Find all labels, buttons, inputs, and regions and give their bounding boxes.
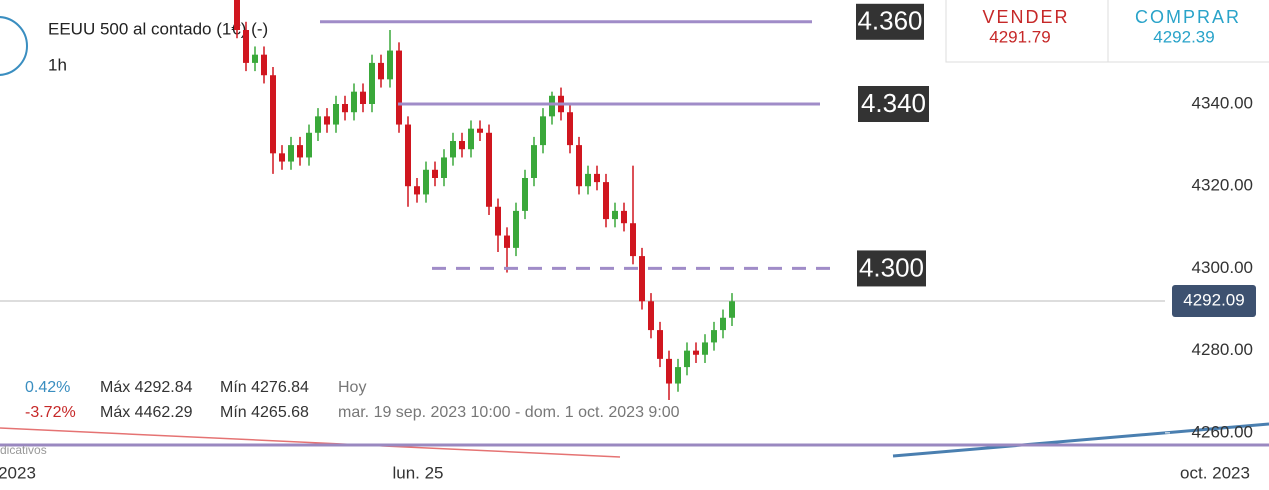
candle-body bbox=[657, 330, 663, 359]
candle-body bbox=[504, 235, 510, 248]
y-tick-label: 4340.00 bbox=[1192, 93, 1253, 112]
x-tick-label: 2023 bbox=[0, 463, 36, 482]
buy-price: 4292.39 bbox=[1153, 27, 1214, 46]
buy-label: COMPRAR bbox=[1135, 7, 1241, 27]
level-label: 4.360 bbox=[857, 6, 922, 36]
candle-body bbox=[288, 145, 294, 162]
candle-body bbox=[378, 62, 384, 80]
indicator-line bbox=[0, 427, 621, 458]
candle-body bbox=[468, 128, 474, 150]
candle-body bbox=[486, 132, 492, 207]
candle-body bbox=[351, 91, 357, 113]
level-label: 4.300 bbox=[859, 252, 924, 282]
candle-body bbox=[567, 112, 573, 146]
stat: Hoy bbox=[338, 379, 366, 396]
candle-body bbox=[432, 169, 438, 178]
x-tick-label: lun. 25 bbox=[392, 463, 443, 482]
candle-body bbox=[333, 104, 339, 125]
logo bbox=[0, 16, 28, 76]
candle-body bbox=[324, 116, 330, 125]
stat: mar. 19 sep. 2023 10:00 - dom. 1 oct. 20… bbox=[338, 404, 680, 421]
level-box bbox=[857, 250, 926, 287]
stat: Máx 4462.29 bbox=[100, 404, 193, 421]
candle-body bbox=[675, 367, 681, 384]
indicators-label: dicativos bbox=[0, 443, 47, 457]
last-price-box bbox=[1172, 284, 1256, 317]
stat: 0.42% bbox=[25, 379, 70, 396]
candle-body bbox=[522, 177, 528, 211]
candle-body bbox=[702, 342, 708, 355]
candle-body bbox=[684, 350, 690, 368]
candle-body bbox=[630, 223, 636, 257]
y-tick-label: 4280.00 bbox=[1192, 340, 1253, 359]
candle-body bbox=[612, 210, 618, 220]
candle-body bbox=[720, 317, 726, 331]
buy-button[interactable] bbox=[1107, 0, 1269, 63]
candle-body bbox=[297, 145, 303, 158]
candle-body bbox=[693, 350, 699, 355]
candle-body bbox=[405, 124, 411, 187]
stat: -3.72% bbox=[25, 404, 76, 421]
stat: Mín 4265.68 bbox=[220, 404, 309, 421]
candle-body bbox=[648, 301, 654, 331]
candle-body bbox=[729, 301, 735, 318]
candle-body bbox=[243, 30, 249, 63]
candle-body bbox=[549, 95, 555, 117]
candle-body bbox=[576, 145, 582, 187]
level-label: 4.340 bbox=[861, 88, 926, 118]
candle-body bbox=[459, 140, 465, 150]
level-box bbox=[856, 3, 924, 40]
candle-body bbox=[594, 173, 600, 183]
candle-body bbox=[270, 75, 276, 154]
candle-body bbox=[252, 54, 258, 63]
sell-label: VENDER bbox=[982, 7, 1069, 27]
candle-body bbox=[513, 210, 519, 248]
candle-body bbox=[441, 157, 447, 178]
y-tick-label: 4260.00 bbox=[1192, 422, 1253, 441]
instrument-title: EEUU 500 al contado (1€) (-) bbox=[48, 19, 268, 38]
candle-body bbox=[603, 182, 609, 220]
candle-body bbox=[666, 358, 672, 384]
candle-body bbox=[450, 140, 456, 158]
candle-body bbox=[495, 206, 501, 236]
candle-body bbox=[342, 104, 348, 113]
stat: Máx 4292.84 bbox=[100, 379, 193, 396]
level-box bbox=[858, 86, 929, 123]
candle-body bbox=[477, 128, 483, 133]
candle-body bbox=[396, 50, 402, 125]
candle-body bbox=[711, 330, 717, 343]
sell-price: 4291.79 bbox=[989, 27, 1050, 46]
last-price-label: 4292.09 bbox=[1183, 290, 1244, 309]
interval[interactable]: 1h bbox=[48, 55, 67, 74]
candle-body bbox=[423, 169, 429, 195]
candle-body bbox=[360, 91, 366, 105]
candle-body bbox=[639, 256, 645, 302]
candle-body bbox=[414, 186, 420, 195]
candle-body bbox=[585, 173, 591, 187]
candle-body bbox=[279, 153, 285, 162]
y-tick-label: 4300.00 bbox=[1192, 258, 1253, 277]
y-tick-label: 4320.00 bbox=[1192, 176, 1253, 195]
x-tick-label: oct. 2023 bbox=[1180, 463, 1250, 482]
stat: Mín 4276.84 bbox=[220, 379, 309, 396]
candle-body bbox=[531, 145, 537, 178]
indicator-line bbox=[892, 422, 1269, 458]
candle-body bbox=[234, 0, 240, 31]
candle-body bbox=[261, 54, 267, 76]
candle-body bbox=[621, 210, 627, 224]
candle-body bbox=[306, 132, 312, 158]
candle-body bbox=[387, 50, 393, 80]
candle-body bbox=[540, 116, 546, 146]
candle-body bbox=[369, 62, 375, 105]
candle-body bbox=[315, 116, 321, 133]
